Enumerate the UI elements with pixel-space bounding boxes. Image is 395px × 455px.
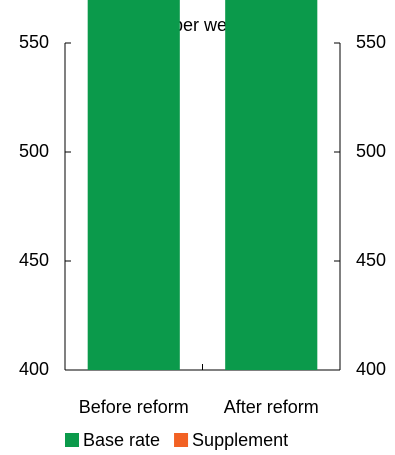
bar-segment — [225, 0, 318, 370]
x-tick-label: After reform — [224, 397, 319, 417]
y-tick-label: 500 — [19, 141, 49, 161]
legend-swatch — [65, 433, 79, 447]
legend-label: Supplement — [192, 430, 288, 450]
y2-tick-label: 400 — [356, 359, 386, 379]
y-tick-label: 450 — [19, 250, 49, 270]
legend-swatch — [174, 433, 189, 447]
y2-tick-label: 500 — [356, 141, 386, 161]
bar-segment — [87, 0, 180, 370]
y2-tick-label: 550 — [356, 32, 386, 52]
legend-label: Base rate — [83, 430, 160, 450]
x-tick-label: Before reform — [79, 397, 189, 417]
y-tick-label: 400 — [19, 359, 49, 379]
y2-tick-label: 450 — [356, 250, 386, 270]
chart-title: $ per week — [158, 15, 247, 35]
y-tick-label: 550 — [19, 32, 49, 52]
